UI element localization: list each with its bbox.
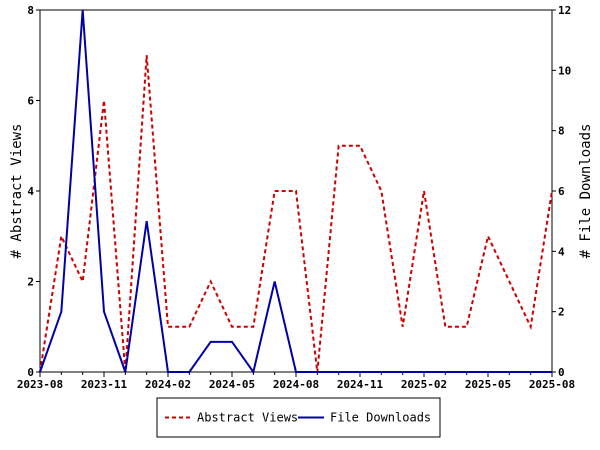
y-left-tick-label: 8 [27, 4, 34, 17]
y-right-tick-label: 0 [558, 366, 565, 379]
y-right-tick-label: 8 [558, 125, 565, 138]
x-tick-label: 2025-02 [401, 378, 447, 391]
y-right-tick-label: 10 [558, 64, 571, 77]
y-axis-left-title: # Abstract Views [9, 124, 25, 259]
chart-ticks: 0 2 4 6 8 0 2 4 6 8 10 12 2023-08 2023-11 2024-02 2024-… [17, 4, 575, 391]
x-tick-label: 2025-08 [529, 378, 575, 391]
y-left-tick-label: 4 [27, 185, 34, 198]
legend: Abstract Views File Downloads [156, 397, 441, 438]
y-left-tick-label: 0 [27, 366, 34, 379]
y-left-tick-label: 6 [27, 95, 34, 108]
legend-label-abstract-views: Abstract Views [197, 411, 298, 425]
y-right-tick-label: 2 [558, 306, 565, 319]
x-tick-label: 2024-02 [145, 378, 191, 391]
x-tick-label: 2023-08 [17, 378, 63, 391]
legend-label-file-downloads: File Downloads [330, 411, 431, 425]
y-left-tick-label: 2 [27, 276, 34, 289]
y-right-tick-label: 4 [558, 245, 565, 258]
x-tick-label: 2023-11 [81, 378, 128, 391]
y-right-tick-label: 6 [558, 185, 565, 198]
y-axis-right-title: # File Downloads [578, 124, 594, 259]
series-line-abstract-views [39, 55, 553, 373]
x-tick-label: 2024-05 [209, 378, 255, 391]
x-tick-label: 2024-11 [337, 378, 384, 391]
y-right-tick-label: 12 [558, 4, 571, 17]
x-tick-label: 2025-05 [465, 378, 511, 391]
x-tick-label: 2024-08 [273, 378, 319, 391]
